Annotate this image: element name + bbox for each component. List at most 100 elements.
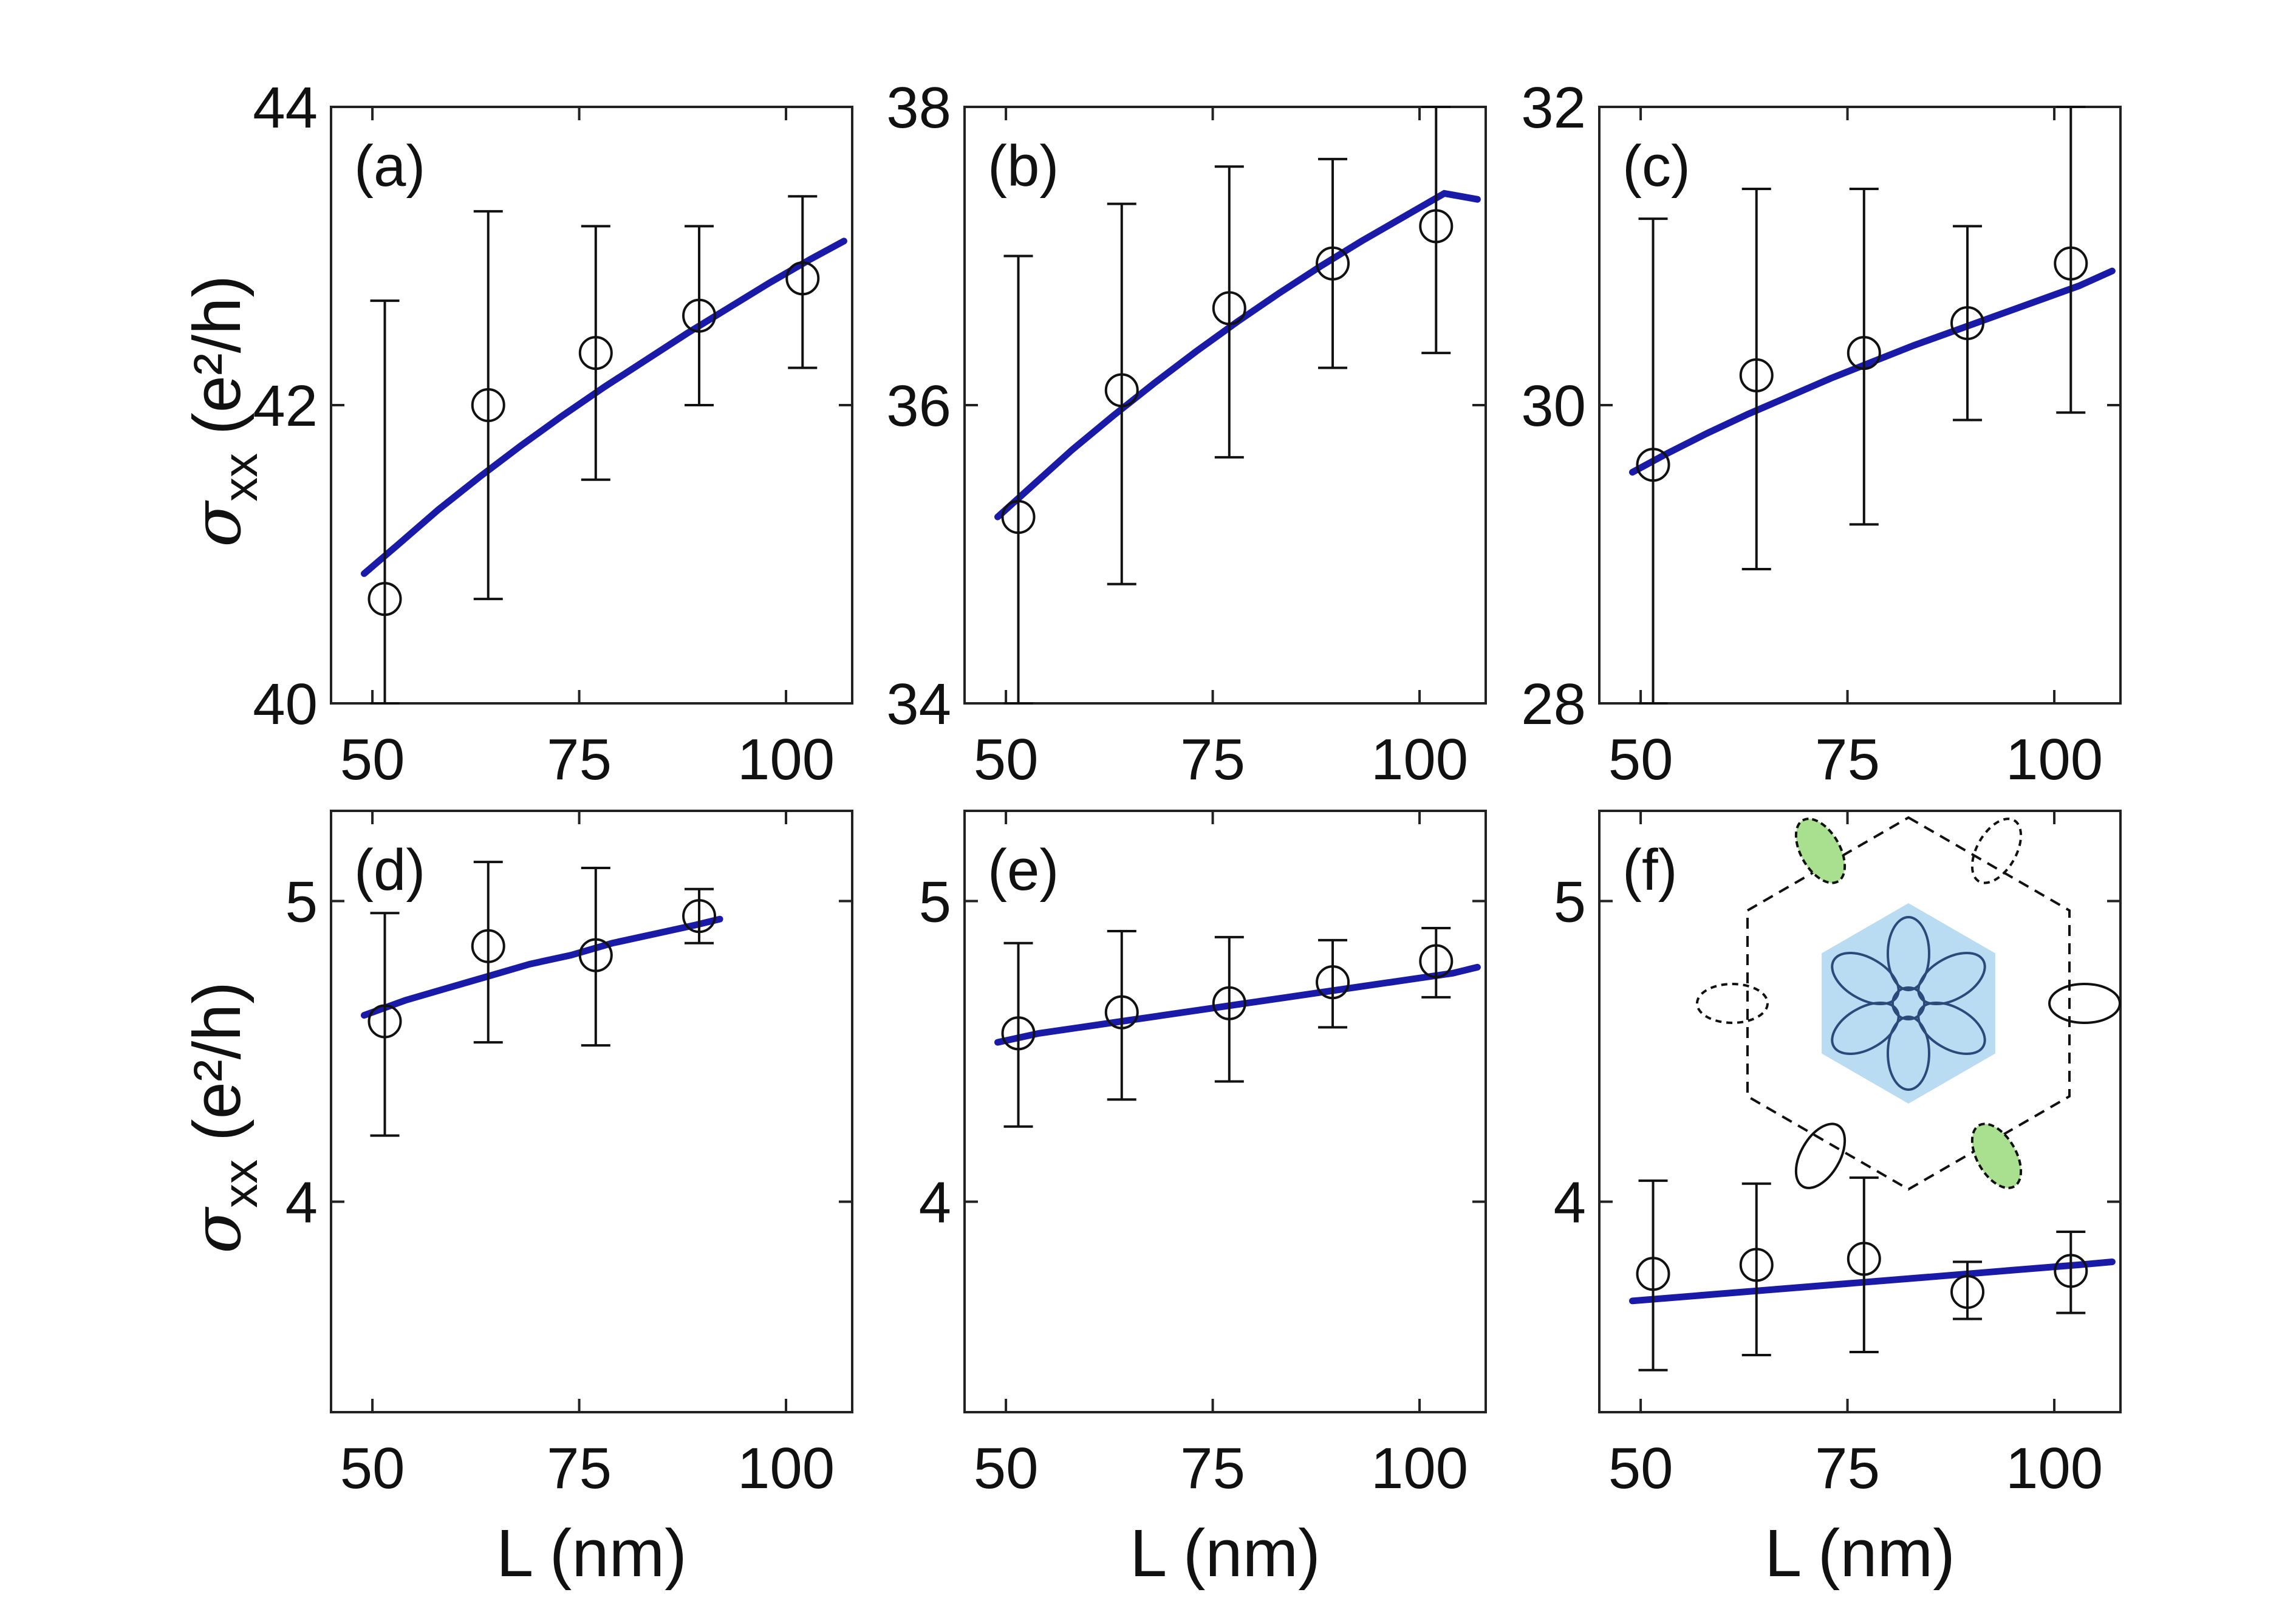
marker-circle	[1212, 986, 1246, 1020]
outer-valley-pocket	[1696, 983, 1769, 1024]
marker-circle	[1104, 995, 1139, 1030]
marker-circle	[1316, 965, 1350, 1000]
y-axis-symbol: σ	[178, 500, 256, 547]
x-tick-label: 50	[340, 1436, 405, 1501]
marker-circle	[578, 938, 613, 972]
data-point	[1950, 225, 1985, 422]
x-tick-label: 100	[737, 727, 835, 792]
outer-valley-pocket	[1794, 818, 1847, 884]
marker-circle	[1316, 246, 1350, 281]
x-tick-label: 50	[974, 727, 1039, 792]
panel-label: (a)	[354, 134, 425, 199]
x-axis-label: L (nm)	[1130, 1516, 1321, 1591]
data-point	[471, 210, 505, 601]
marker-circle	[1001, 500, 1036, 534]
plot-frame	[330, 810, 853, 1413]
y-tick-label: 36	[886, 374, 951, 439]
data-point	[1104, 930, 1139, 1101]
inner-lobe	[1831, 1001, 1900, 1056]
x-tick-label: 100	[1371, 727, 1468, 792]
fit-curve	[1629, 267, 2116, 476]
marker-circle	[1001, 1016, 1036, 1051]
x-tick-label: 50	[340, 727, 405, 792]
x-axis-label: L (nm)	[496, 1516, 687, 1591]
panel-f: 50 75 100 4 5 (f) L (nm)	[1554, 810, 2122, 1591]
outer-valley-pocket	[1970, 1122, 2023, 1189]
inner-hexagon	[1822, 903, 1995, 1104]
brillouin-zone-hexagon	[1746, 816, 2071, 1191]
x-tick-label: 75	[1815, 727, 1880, 792]
center-pocket	[1891, 986, 1925, 1020]
data-point	[578, 867, 613, 1047]
y-tick-label: 32	[1521, 75, 1586, 140]
data-point	[1419, 106, 1454, 355]
panel-b: 50 75 100 34 36 38 (b)	[886, 75, 1487, 792]
y-tick-label: 5	[1554, 870, 1586, 935]
y-tick-label: 5	[285, 870, 318, 935]
data-point	[1739, 188, 1774, 571]
x-tick-label: 75	[547, 1436, 612, 1501]
y-tick-label: 44	[253, 75, 318, 140]
inner-lobe	[1917, 951, 1986, 1006]
data-point	[578, 225, 613, 481]
marker-circle	[1419, 944, 1454, 978]
x-tick-label: 100	[2006, 727, 2103, 792]
outer-valley-pocket	[1794, 1122, 1847, 1189]
plot-frame	[1598, 810, 2122, 1413]
x-tick-label: 75	[1180, 727, 1245, 792]
x-tick-label: 100	[2006, 1436, 2103, 1501]
panel-label: (b)	[988, 134, 1059, 199]
x-tick-label: 75	[547, 727, 612, 792]
y-tick-label: 4	[285, 1170, 318, 1235]
panel-label: (e)	[988, 838, 1059, 903]
inner-lobe	[1831, 951, 1900, 1006]
x-tick-label: 75	[1815, 1436, 1880, 1501]
y-tick-label: 5	[919, 870, 951, 935]
data-point	[1001, 941, 1036, 1128]
marker-circle	[1636, 1257, 1670, 1291]
data-point	[1419, 927, 1454, 999]
marker-circle	[2054, 246, 2088, 281]
marker-circle	[1950, 306, 1985, 340]
y-tick-label: 28	[1521, 672, 1586, 737]
y-tick-label: 34	[886, 672, 951, 737]
inner-lobe	[1887, 916, 1930, 991]
data-point	[1316, 157, 1350, 369]
marker-circle	[1739, 1248, 1774, 1282]
marker-circle	[682, 298, 717, 333]
data-point	[1847, 188, 1881, 526]
panel-label: (c)	[1622, 134, 1690, 199]
x-tick-label: 75	[1180, 1436, 1245, 1501]
plot-frame	[963, 810, 1487, 1413]
panel-c: 50 75 100 28 30 32 (c)	[1521, 75, 2122, 792]
panel-a: 50 75 100 40 42 44 (a) σxx (e²/h)	[178, 75, 853, 792]
data-point	[1950, 1260, 1985, 1320]
data-point	[682, 887, 717, 944]
marker-circle	[785, 261, 820, 296]
y-tick-label: 40	[253, 672, 318, 737]
marker-circle	[1950, 1275, 1985, 1309]
fit-curve	[994, 190, 1481, 521]
x-tick-label: 50	[1608, 727, 1673, 792]
x-axis-label: L (nm)	[1765, 1516, 1955, 1591]
fit-curve	[994, 963, 1481, 1046]
marker-circle	[1847, 1241, 1881, 1276]
marker-circle	[1419, 209, 1454, 244]
data-point	[1001, 254, 1036, 705]
outer-valley-pocket	[2048, 983, 2121, 1024]
x-tick-label: 100	[737, 1436, 835, 1501]
x-tick-label: 50	[974, 1436, 1039, 1501]
data-point	[367, 299, 402, 705]
y-axis-symbol: σ	[178, 1206, 256, 1254]
inset-diagram	[1696, 816, 2121, 1191]
panel-d: 50 75 100 4 5 (d) L (nm) σxx (e²/h)	[178, 810, 853, 1591]
x-tick-label: 100	[1371, 1436, 1468, 1501]
y-axis-subscript: xx	[213, 1159, 267, 1208]
data-point	[1104, 202, 1139, 586]
marker-circle	[578, 336, 613, 371]
marker-circle	[471, 929, 505, 963]
y-tick-label: 38	[886, 75, 951, 140]
marker-circle	[1739, 358, 1774, 392]
y-tick-label: 4	[1554, 1170, 1586, 1235]
